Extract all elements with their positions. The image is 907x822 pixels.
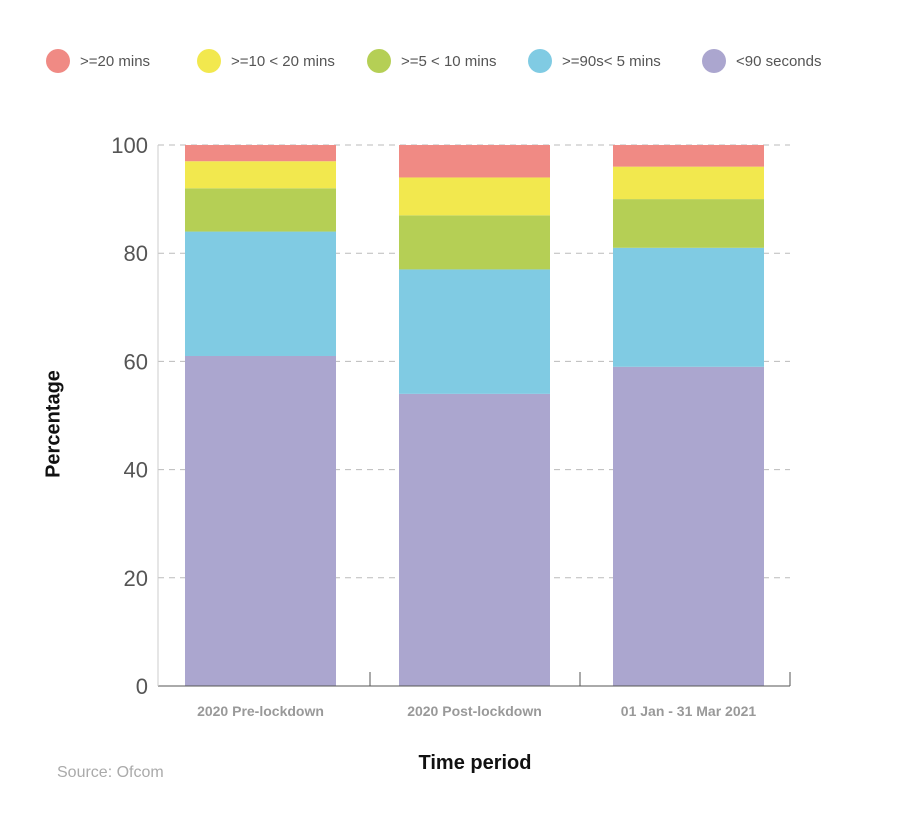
y-tick-label: 80 bbox=[124, 241, 148, 266]
legend-item: >=10 < 20 mins bbox=[197, 49, 335, 73]
legend-swatch bbox=[702, 49, 726, 73]
bar-segment bbox=[613, 199, 764, 248]
legend-swatch bbox=[367, 49, 391, 73]
legend-label: >=10 < 20 mins bbox=[231, 52, 335, 70]
bar-segment bbox=[613, 145, 764, 167]
x-tick-label: 2020 Post-lockdown bbox=[407, 703, 542, 719]
y-tick-label: 0 bbox=[136, 674, 148, 699]
bar-segment bbox=[185, 355, 336, 686]
legend-label: >=20 mins bbox=[80, 52, 151, 70]
y-tick-label: 100 bbox=[111, 133, 148, 158]
bar-segment bbox=[613, 366, 764, 686]
y-axis-label: Percentage bbox=[42, 370, 65, 478]
bar-segment bbox=[613, 166, 764, 200]
legend-label: >=5 < 10 mins bbox=[401, 52, 497, 70]
x-tick-label: 2020 Pre-lockdown bbox=[197, 703, 324, 719]
bar-segment bbox=[399, 215, 550, 270]
x-axis-label: Time period bbox=[418, 752, 532, 774]
y-tick-label: 60 bbox=[124, 349, 148, 374]
legend-item: >=20 mins bbox=[46, 49, 150, 73]
legend-swatch bbox=[197, 49, 221, 73]
bar-segment bbox=[185, 161, 336, 189]
bar-segment bbox=[399, 177, 550, 216]
legend-item: <90 seconds bbox=[702, 49, 821, 73]
bar-segment bbox=[399, 145, 550, 178]
bar-segment bbox=[185, 188, 336, 232]
bar-segment bbox=[399, 269, 550, 394]
y-tick-label: 20 bbox=[124, 566, 148, 591]
bar-segment bbox=[399, 393, 550, 686]
x-tick-label: 01 Jan - 31 Mar 2021 bbox=[621, 703, 757, 719]
legend-label: >=90s< 5 mins bbox=[562, 52, 661, 70]
legend-swatch bbox=[46, 49, 70, 73]
legend-item: >=5 < 10 mins bbox=[367, 49, 496, 73]
bar-segment bbox=[185, 145, 336, 162]
bar-segment bbox=[185, 231, 336, 356]
bar-segment bbox=[613, 247, 764, 367]
legend-swatch bbox=[528, 49, 552, 73]
legend-label: <90 seconds bbox=[736, 52, 822, 70]
legend-item: >=90s< 5 mins bbox=[528, 49, 661, 73]
source-note: Source: Ofcom bbox=[57, 764, 164, 781]
y-tick-label: 40 bbox=[124, 458, 148, 483]
